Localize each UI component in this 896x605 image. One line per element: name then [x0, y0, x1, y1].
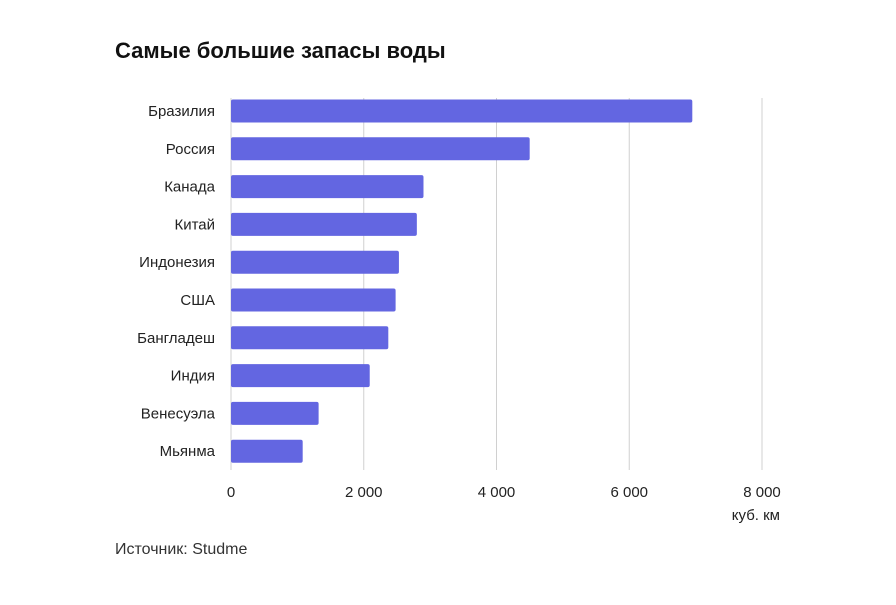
x-tick-label: 2 000: [345, 484, 383, 501]
bar-1: [231, 137, 530, 161]
bar-2: [231, 175, 424, 199]
category-labels: Бразилия Россия Канада Китай Индонезия США Бан…: [137, 103, 215, 460]
category-label: Россия: [166, 141, 215, 158]
bars: [231, 99, 693, 463]
bar-6: [231, 326, 389, 350]
bar-8: [231, 401, 319, 425]
category-label: Мьянма: [160, 443, 216, 460]
x-tick-label: 8 000: [743, 484, 781, 501]
category-label: Индия: [171, 368, 215, 385]
category-label: Бразилия: [148, 103, 215, 120]
x-tick-labels: 0 2 000 4 000 6 000 8 000: [227, 484, 781, 501]
x-tick-label: 4 000: [478, 484, 516, 501]
category-label: Канада: [164, 179, 215, 196]
bar-3: [231, 212, 417, 236]
category-label: Венесуэла: [141, 405, 216, 422]
category-label: Индонезия: [139, 254, 215, 271]
bar-9: [231, 439, 303, 463]
x-tick-label: 6 000: [610, 484, 648, 501]
bar-5: [231, 288, 396, 312]
x-tick-label: 0: [227, 484, 235, 501]
x-axis-unit-label: куб. км: [732, 507, 780, 524]
bar-4: [231, 250, 399, 274]
bar-0: [231, 99, 693, 123]
category-label: Китай: [174, 216, 215, 233]
category-label: США: [180, 292, 215, 309]
chart-title: Самые большие запасы воды: [115, 38, 446, 63]
source-note: Источник: Studme: [115, 541, 248, 558]
category-label: Бангладеш: [137, 330, 215, 347]
bar-7: [231, 364, 370, 388]
